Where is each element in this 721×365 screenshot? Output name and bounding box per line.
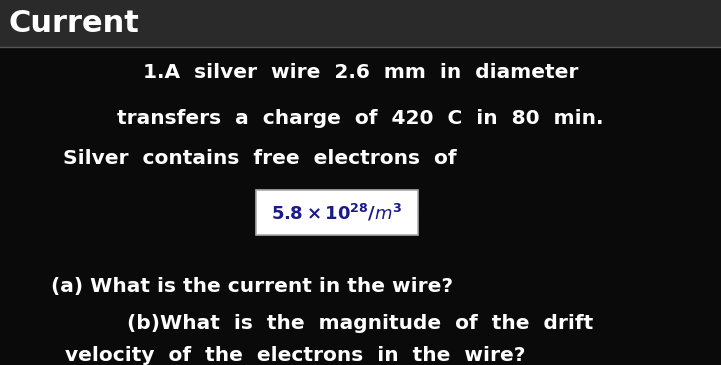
FancyBboxPatch shape xyxy=(0,0,721,47)
Text: Current: Current xyxy=(9,9,140,38)
Text: velocity  of  the  electrons  in  the  wire?: velocity of the electrons in the wire? xyxy=(66,346,526,365)
Text: (b)What  is  the  magnitude  of  the  drift: (b)What is the magnitude of the drift xyxy=(128,314,593,333)
FancyBboxPatch shape xyxy=(256,190,418,235)
Text: (a) What is the current in the wire?: (a) What is the current in the wire? xyxy=(51,277,454,296)
Text: 1.A  silver  wire  2.6  mm  in  diameter: 1.A silver wire 2.6 mm in diameter xyxy=(143,64,578,82)
Text: $\mathbf{5.8 \times 10^{28}/\mathit{m}^{3}}$: $\mathbf{5.8 \times 10^{28}/\mathit{m}^{… xyxy=(271,202,403,223)
Text: Silver  contains  free  electrons  of: Silver contains free electrons of xyxy=(63,149,456,168)
Text: transfers  a  charge  of  420  C  in  80  min.: transfers a charge of 420 C in 80 min. xyxy=(118,109,603,128)
